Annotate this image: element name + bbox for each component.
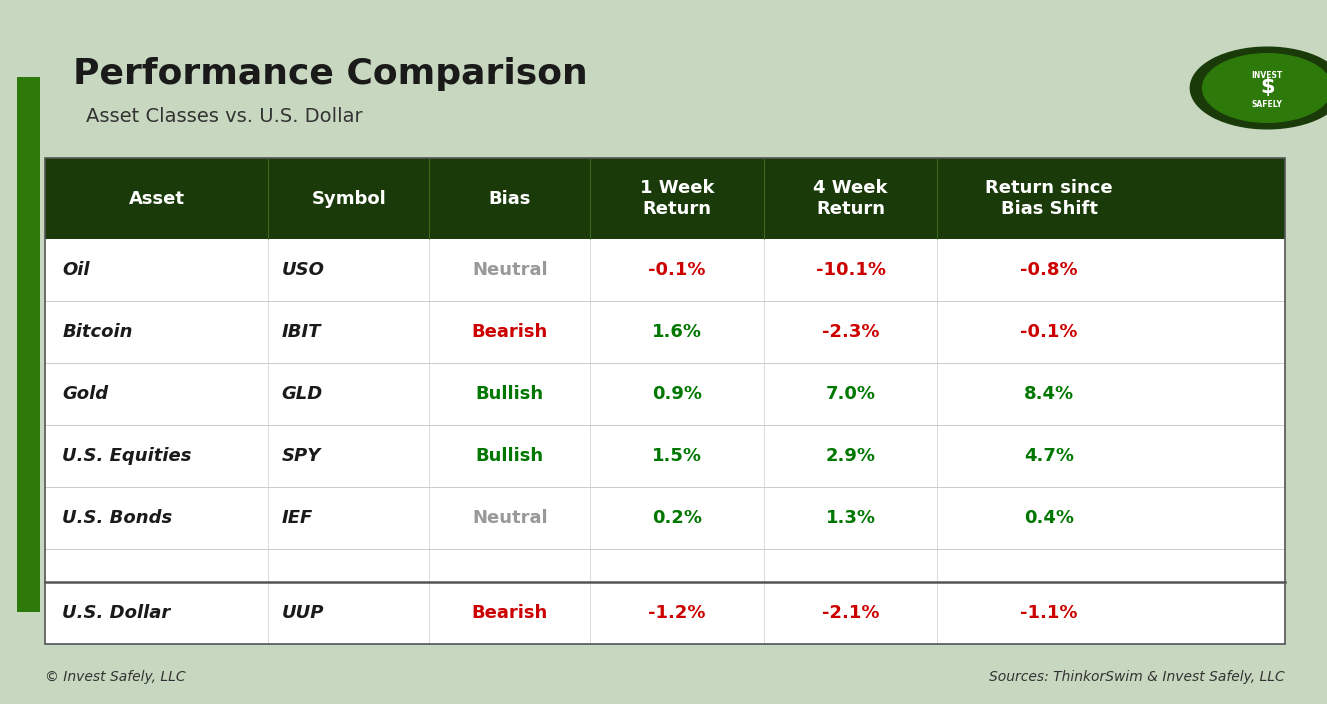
Text: -0.1%: -0.1% <box>1020 323 1078 341</box>
Text: -2.3%: -2.3% <box>821 323 880 341</box>
Text: Oil: Oil <box>62 261 90 279</box>
Text: -0.1%: -0.1% <box>649 261 706 279</box>
Text: 1.6%: 1.6% <box>653 323 702 341</box>
Text: Gold: Gold <box>62 385 109 403</box>
Text: -1.1%: -1.1% <box>1020 604 1078 622</box>
Text: 0.2%: 0.2% <box>653 508 702 527</box>
Text: Symbol: Symbol <box>312 190 386 208</box>
Circle shape <box>1190 47 1327 129</box>
FancyBboxPatch shape <box>45 239 1285 644</box>
Text: INVEST: INVEST <box>1251 71 1283 80</box>
Text: Asset Classes vs. U.S. Dollar: Asset Classes vs. U.S. Dollar <box>86 107 362 125</box>
Text: USO: USO <box>281 261 324 279</box>
Circle shape <box>1202 54 1327 122</box>
Text: 0.4%: 0.4% <box>1024 508 1074 527</box>
Text: Return since
Bias Shift: Return since Bias Shift <box>985 180 1113 218</box>
Text: Performance Comparison: Performance Comparison <box>73 57 588 91</box>
Text: $: $ <box>1261 77 1274 97</box>
Text: 7.0%: 7.0% <box>825 385 876 403</box>
FancyBboxPatch shape <box>45 158 1285 239</box>
Text: UUP: UUP <box>281 604 324 622</box>
Text: 8.4%: 8.4% <box>1024 385 1074 403</box>
Text: 4 Week
Return: 4 Week Return <box>813 180 888 218</box>
Text: SAFELY: SAFELY <box>1251 101 1283 109</box>
Text: SPY: SPY <box>281 447 321 465</box>
Text: U.S. Dollar: U.S. Dollar <box>62 604 171 622</box>
FancyBboxPatch shape <box>17 77 40 612</box>
Text: Sources: ThinkorSwim & Invest Safely, LLC: Sources: ThinkorSwim & Invest Safely, LL… <box>989 670 1285 684</box>
Text: U.S. Bonds: U.S. Bonds <box>62 508 173 527</box>
Text: -10.1%: -10.1% <box>816 261 885 279</box>
Text: GLD: GLD <box>281 385 322 403</box>
Text: Asset: Asset <box>129 190 184 208</box>
Text: Bearish: Bearish <box>472 323 548 341</box>
Text: Bearish: Bearish <box>472 604 548 622</box>
Text: Bitcoin: Bitcoin <box>62 323 133 341</box>
Text: 1.5%: 1.5% <box>653 447 702 465</box>
Text: 1.3%: 1.3% <box>825 508 876 527</box>
Text: 0.9%: 0.9% <box>653 385 702 403</box>
Text: IBIT: IBIT <box>281 323 321 341</box>
Text: Bias: Bias <box>488 190 531 208</box>
Text: Neutral: Neutral <box>472 261 548 279</box>
Text: -0.8%: -0.8% <box>1020 261 1078 279</box>
Text: Neutral: Neutral <box>472 508 548 527</box>
Text: 1 Week
Return: 1 Week Return <box>640 180 714 218</box>
Text: -1.2%: -1.2% <box>649 604 706 622</box>
Text: -2.1%: -2.1% <box>821 604 880 622</box>
Text: U.S. Equities: U.S. Equities <box>62 447 192 465</box>
Text: Bullish: Bullish <box>476 447 544 465</box>
Text: © Invest Safely, LLC: © Invest Safely, LLC <box>45 670 186 684</box>
Text: 2.9%: 2.9% <box>825 447 876 465</box>
Text: IEF: IEF <box>281 508 313 527</box>
Text: Bullish: Bullish <box>476 385 544 403</box>
Text: 4.7%: 4.7% <box>1024 447 1074 465</box>
